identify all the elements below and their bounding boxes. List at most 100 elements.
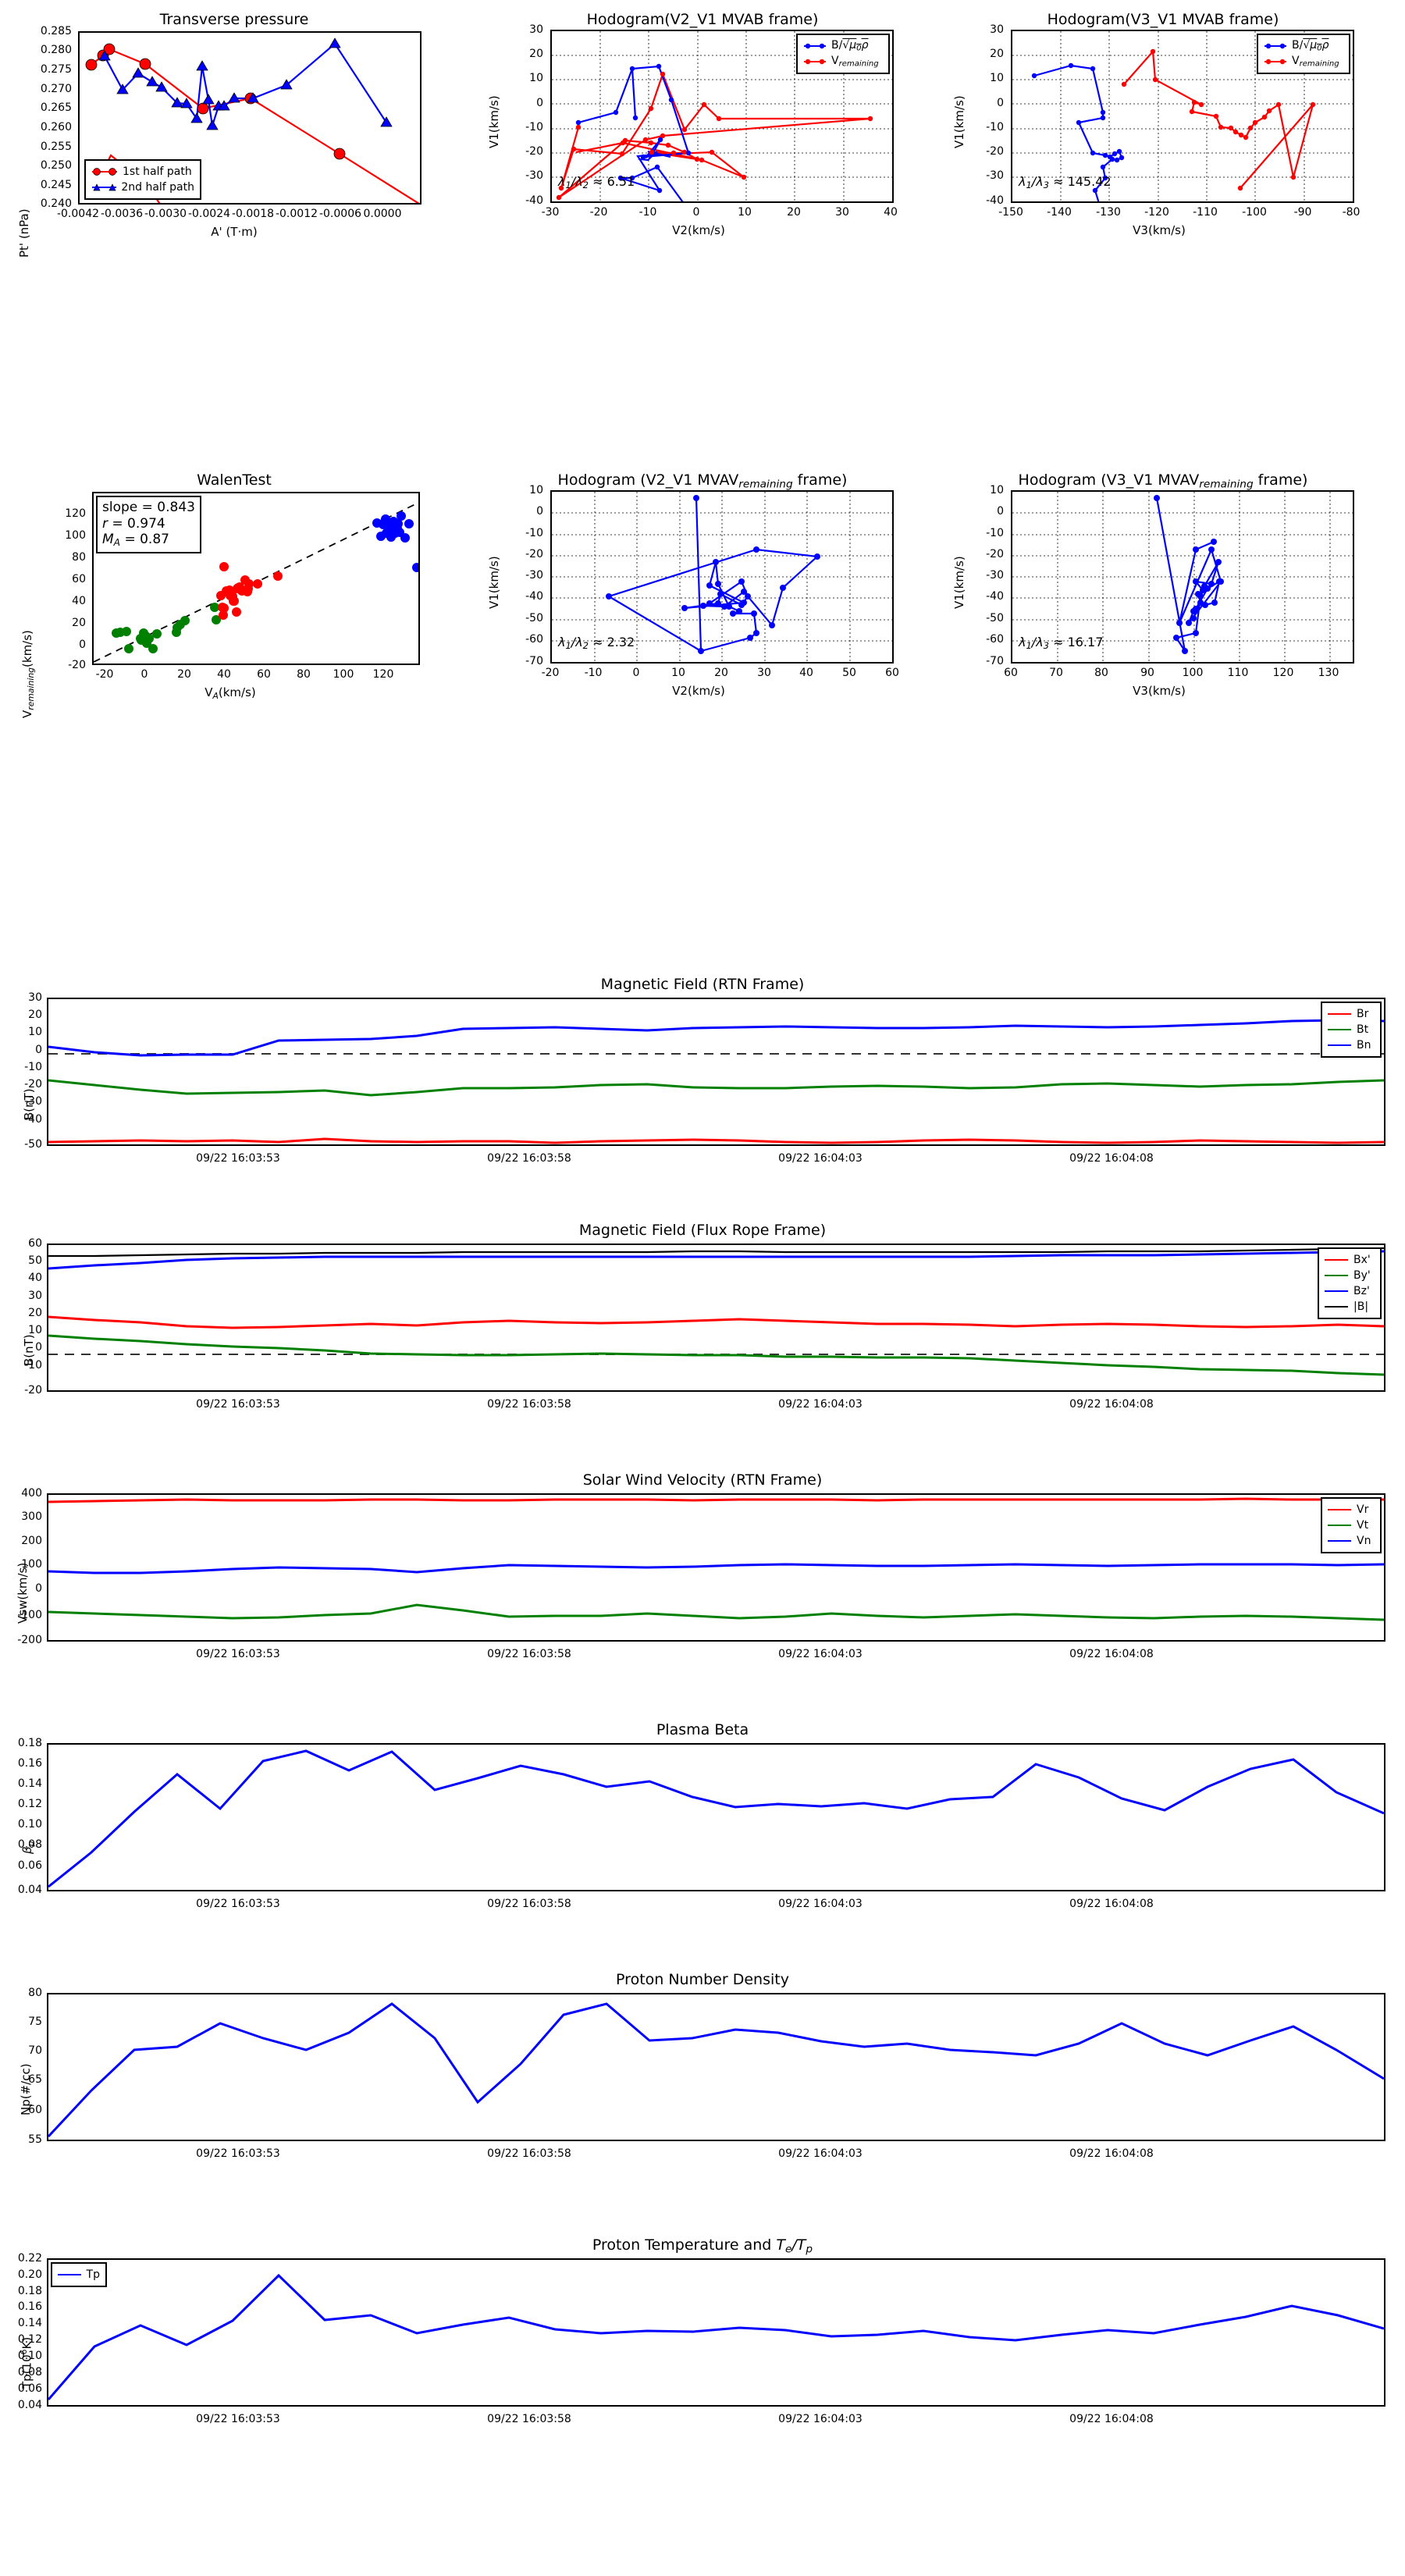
npd-ytick-4: 75 [28,2016,42,2028]
h2v-ytick-8: -70 [525,655,543,667]
wt-xtick-3: 40 [217,668,231,681]
bfr-xtick-1: 09/22 16:03:58 [487,1398,571,1411]
transverse-pressure-ylabel: Pt' (nPa) [17,208,31,258]
transverse-pressure-plot[interactable]: 1st half path 2nd half path [78,31,422,205]
h3v-xtick-6: 120 [1272,667,1294,679]
pt-xtick-1: 09/22 16:03:58 [487,2413,571,2425]
pt-ytick-8: 0.20 [17,2268,42,2281]
hodo-v3-mvab-title: Hodogram(V3_V1 MVAB frame) [1047,11,1279,28]
panel-magnetic-field-rtn: Magnetic Field (RTN Frame) B(nT) Br Bt [0,968,1405,1194]
hodo-v3-mvab-plot[interactable]: B/√μ0ρ Vremaining λ1/λ3 ≈ 145.42 [1011,30,1354,203]
walen-r-label: r = 0.974 [102,515,165,532]
h3-xtick-4: -110 [1193,206,1218,219]
panel-solar-wind-velocity: Solar Wind Velocity (RTN Frame) Vsw(km/s… [0,1464,1405,1690]
pb-ytick-3: 0.10 [17,1818,42,1831]
npd-ytick-5: 80 [28,1987,42,1999]
h2-ytick-3: 0 [536,97,543,109]
h3v-xtick-2: 80 [1094,667,1108,679]
h3v-xtick-5: 110 [1227,667,1249,679]
b-fluxrope-legend: Bx' By' Bz' |B| [1318,1247,1382,1319]
h3v-xtick-4: 100 [1182,667,1204,679]
tp-ytick-7: 0.250 [40,159,72,172]
pb-ytick-5: 0.14 [17,1777,42,1790]
brtn-ytick-8: 30 [28,991,42,1004]
tp-ytick-8: 0.245 [40,179,72,191]
legend-item-br: Br [1328,1006,1375,1022]
hodo-v2-mvab-plot[interactable]: B/√μ0ρ Vremaining λ1/λ2 ≈ λ₁/λ₂ ≈ 6.516.… [550,30,894,203]
b-fluxrope-title: Magnetic Field (Flux Rope Frame) [578,1222,827,1239]
wt-xtick-1: 0 [140,668,148,681]
legend-label-tp: Tp [86,2268,100,2281]
hodo-v2-mvab-ylabel: V1(km/s) [487,95,501,148]
h3v-xtick-7: 130 [1318,667,1339,679]
h2-ytick-4: -10 [525,121,543,133]
pb-xtick-1: 09/22 16:03:58 [487,1898,571,1910]
h2v-xtick-7: 50 [842,667,856,679]
panel-transverse-pressure: Transverse pressure Pt' (nPa) A' (T·m) [0,0,468,437]
b-fluxrope-plot[interactable]: Bx' By' Bz' |B| [47,1244,1385,1392]
tp-xtick-5: -0.0012 [275,208,318,220]
h2v-xtick-8: 60 [885,667,899,679]
vsw-plot[interactable]: Vr Vt Vn [47,1493,1385,1642]
h2v-xtick-1: -10 [584,667,603,679]
npd-ytick-1: 60 [28,2104,42,2116]
vsw-ytick-0: -200 [17,1634,42,1646]
h3v-ytick-1: 0 [997,505,1004,518]
pt-ytick-2: 0.08 [17,2366,42,2379]
vsw-ytick-3: 100 [21,1558,42,1571]
vn-swatch [1328,1540,1351,1542]
legend-item-v-remaining: Vremaining [803,54,883,69]
legend-item-vr: Vr [1328,1502,1375,1517]
hodo-v3-mvav-plot[interactable]: λ1/λ3 ≈ 16.17 [1011,490,1354,664]
h2-xtick-6: 30 [835,206,849,219]
npd-xtick-3: 09/22 16:04:08 [1069,2147,1154,2160]
pt-ytick-0: 0.04 [17,2399,42,2411]
b-rtn-plot[interactable]: Br Bt Bn [47,998,1385,1146]
h2-xtick-4: 10 [738,206,752,219]
walen-test-ylabel: Vremaining(km/s) [20,630,36,718]
h3v-ytick-8: -70 [986,655,1004,667]
tp-xtick-6: -0.0006 [318,208,362,220]
h2v-ytick-5: -40 [525,590,543,603]
tp-ytick-2: 0.275 [40,63,72,76]
plasma-beta-title: Plasma Beta [656,1721,749,1738]
vsw-xtick-0: 09/22 16:03:53 [196,1648,280,1660]
legend-label-vr: Vr [1357,1503,1369,1516]
hodo-v2-mvab-xlabel: V2(km/s) [672,223,725,237]
npd-plot[interactable] [47,1993,1385,2141]
brtn-xtick-3: 09/22 16:04:08 [1069,1152,1154,1165]
bt-swatch [1328,1029,1351,1030]
wt-ytick-5: 20 [72,617,86,629]
hodo-v2-mvav-plot[interactable]: λ1/λ2 ≈ 2.32 [550,490,894,664]
h2v-xtick-0: -20 [541,667,560,679]
panel-proton-number-density: Proton Number Density Np(#/cc) 80 75 70 … [0,1963,1405,2190]
brtn-ytick-2: -30 [24,1095,42,1108]
pb-xtick-2: 09/22 16:04:03 [778,1898,863,1910]
h3-xtick-0: -150 [998,206,1023,219]
h3v-ytick-4: -30 [986,569,1004,582]
hodo-v3-mvab-xlabel: V3(km/s) [1133,223,1186,237]
legend-label-b-alfven: B/√μ0ρ [831,39,869,53]
hodo-v2-mvav-ylabel: V1(km/s) [487,556,501,609]
npd-ytick-0: 55 [28,2133,42,2146]
h3-ytick-5: -20 [986,145,1004,158]
vsw-title: Solar Wind Velocity (RTN Frame) [582,1471,823,1489]
walen-test-plot[interactable]: slope = 0.843 r = 0.974 MA = 0.87 [92,492,420,665]
hodo-v3-mvav-title: Hodogram (V3_V1 MVAVremaining frame) [1018,471,1308,491]
legend-label-vn: Vn [1357,1535,1371,1547]
legend-label-v-remaining-2: Vremaining [1292,55,1339,69]
h3v-xtick-0: 60 [1004,667,1018,679]
pt-ytick-5: 0.14 [17,2317,42,2329]
vsw-xtick-1: 09/22 16:03:58 [487,1648,571,1660]
plasma-beta-plot[interactable] [47,1743,1385,1891]
legend-label-2nd-half: 2nd half path [121,181,194,194]
wt-ytick-4: 40 [72,595,86,607]
vsw-ytick-4: 200 [21,1535,42,1547]
bfr-xtick-0: 09/22 16:03:53 [196,1398,280,1411]
h3v-ytick-0: 10 [990,484,1004,496]
pt-plot[interactable]: Tp [47,2258,1385,2407]
h3-xtick-7: -80 [1342,206,1361,219]
pb-ytick-1: 0.06 [17,1859,42,1872]
vr-swatch [1328,1509,1351,1510]
